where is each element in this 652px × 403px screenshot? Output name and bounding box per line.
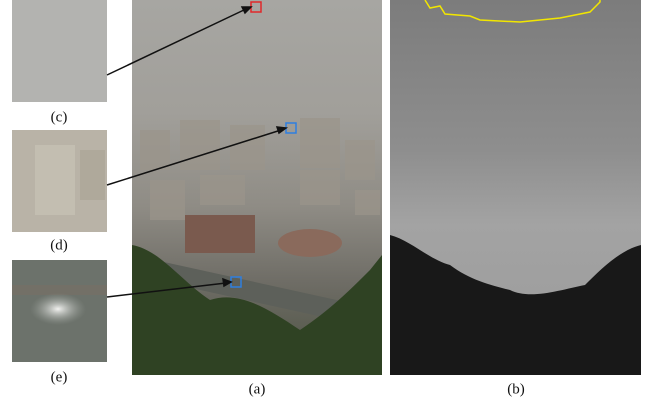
crop-c xyxy=(12,0,107,102)
hazy-image xyxy=(132,0,382,375)
panel-label: (e) xyxy=(51,369,68,385)
panel-label: (a) xyxy=(249,381,266,397)
crop-e xyxy=(12,260,107,362)
crop-d xyxy=(12,130,107,232)
arrows xyxy=(106,6,289,298)
panel-label: (d) xyxy=(50,237,68,253)
panel-label: (b) xyxy=(507,381,525,397)
transmission-map xyxy=(390,0,641,375)
panel-label: (c) xyxy=(51,109,68,125)
